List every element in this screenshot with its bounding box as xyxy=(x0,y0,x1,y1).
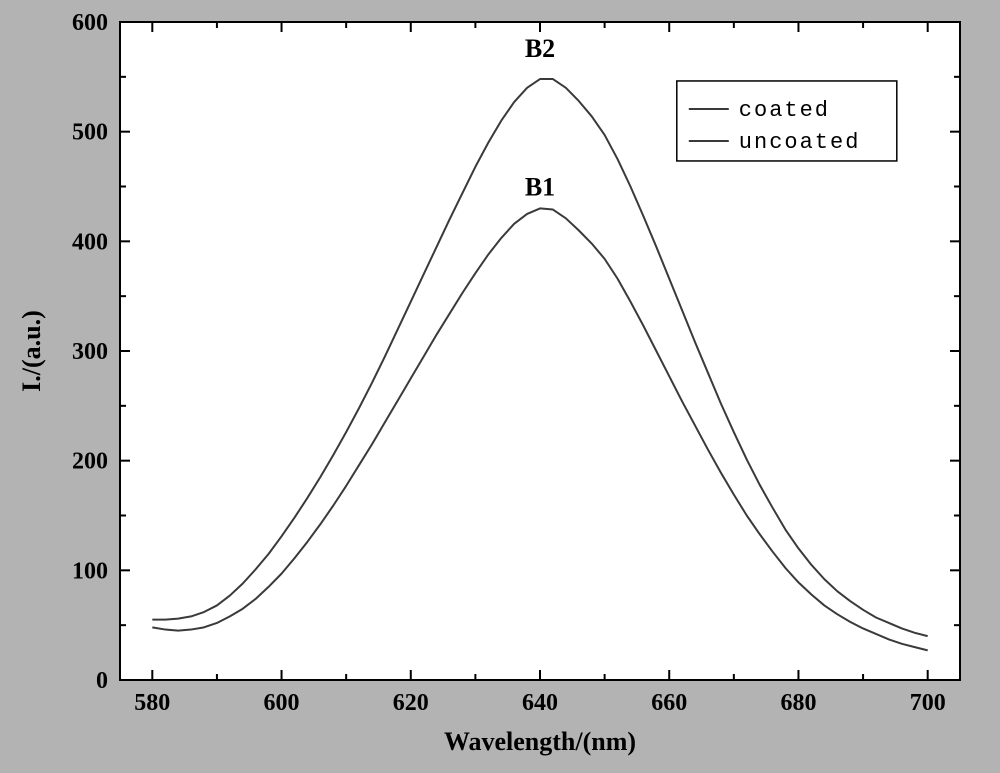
x-tick-label: 700 xyxy=(910,690,946,716)
x-tick-label: 680 xyxy=(780,690,816,716)
y-tick-label: 200 xyxy=(72,449,108,475)
x-axis-label: Wavelength/(nm) xyxy=(444,727,636,756)
x-tick-label: 580 xyxy=(134,690,170,716)
x-tick-label: 640 xyxy=(522,690,558,716)
y-tick-label: 100 xyxy=(72,558,108,584)
x-tick-label: 620 xyxy=(393,690,429,716)
series-annotation: B2 xyxy=(525,34,555,63)
x-tick-label: 600 xyxy=(264,690,300,716)
y-tick-label: 500 xyxy=(72,120,108,146)
legend-label: uncoated xyxy=(739,130,861,155)
y-tick-label: 600 xyxy=(72,10,108,36)
y-tick-label: 300 xyxy=(72,339,108,365)
chart-container: 580 600 620 640 660 680 700 0 100 200 300 400 500 600… xyxy=(0,0,1000,773)
legend-label: coated xyxy=(739,98,830,123)
y-axis-label: I./(a.u.) xyxy=(17,310,46,392)
y-tick-label: 0 xyxy=(96,668,108,694)
y-tick-label: 400 xyxy=(72,229,108,255)
series-annotation: B1 xyxy=(525,172,555,201)
chart-svg: 580 600 620 640 660 680 700 0 100 200 300 400 500 600… xyxy=(0,0,1000,773)
x-tick-label: 660 xyxy=(651,690,687,716)
